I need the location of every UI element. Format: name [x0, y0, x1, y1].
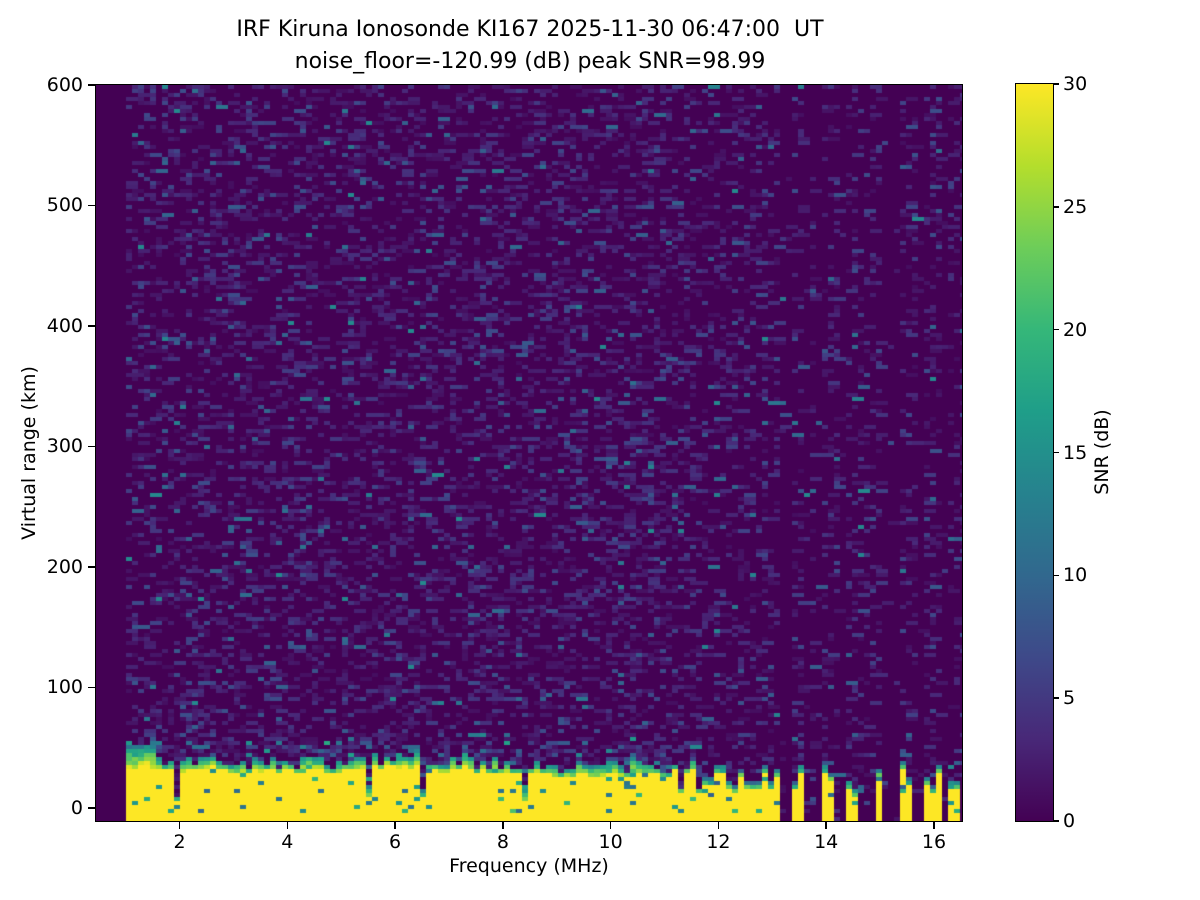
- colorbar-tick-mark: [1053, 697, 1059, 699]
- x-tick-mark: [286, 821, 289, 829]
- x-tick-mark: [933, 821, 935, 829]
- x-tick-mark: [825, 821, 827, 829]
- x-tick-label: 14: [814, 831, 839, 853]
- y-tick-mark: [88, 566, 96, 568]
- y-tick-label: 100: [46, 676, 83, 699]
- plot-area: [94, 83, 963, 822]
- colorbar-tick-mark: [1053, 83, 1059, 85]
- y-tick-mark: [88, 204, 96, 207]
- y-tick-label: 500: [46, 194, 83, 217]
- x-tick-label: 16: [921, 831, 947, 853]
- y-tick-mark: [88, 84, 96, 86]
- x-axis-label: Frequency (MHz): [449, 855, 609, 877]
- x-tick-label: 2: [173, 831, 186, 853]
- colorbar-tick-label: 15: [1063, 441, 1088, 464]
- x-tick-label: 6: [389, 831, 402, 853]
- y-tick-mark: [88, 686, 96, 689]
- colorbar-tick-label: 30: [1063, 73, 1088, 95]
- x-tick-mark: [178, 821, 181, 829]
- x-tick-label: 10: [598, 831, 623, 853]
- colorbar-tick-mark: [1053, 574, 1059, 577]
- y-tick-label: 0: [70, 796, 83, 819]
- y-tick-label: 300: [46, 435, 83, 458]
- x-tick-label: 8: [496, 831, 509, 853]
- y-tick-label: 600: [46, 74, 83, 96]
- colorbar-tick-label: 10: [1063, 564, 1088, 587]
- colorbar-tick-label: 25: [1063, 195, 1088, 218]
- x-tick-mark: [502, 821, 504, 829]
- colorbar: [1014, 82, 1054, 822]
- colorbar-tick-label: 20: [1063, 318, 1088, 341]
- ionogram-heatmap: [95, 84, 962, 821]
- y-tick-mark: [88, 325, 96, 327]
- y-tick-label: 400: [46, 314, 83, 337]
- colorbar-tick-mark: [1053, 206, 1059, 208]
- colorbar-tick-mark: [1053, 820, 1059, 822]
- x-tick-mark: [717, 821, 720, 829]
- colorbar-tick-mark: [1053, 328, 1059, 331]
- y-tick-mark: [88, 807, 96, 809]
- x-tick-label: 12: [706, 831, 731, 853]
- colorbar-tick-label: 5: [1063, 687, 1076, 710]
- y-tick-label: 200: [46, 555, 83, 578]
- colorbar-gradient: [1015, 83, 1053, 821]
- y-tick-mark: [88, 445, 96, 448]
- x-tick-mark: [394, 821, 396, 829]
- chart-subtitle: noise_floor=-120.99 (dB) peak SNR=98.99: [294, 49, 766, 74]
- colorbar-tick-mark: [1053, 451, 1059, 454]
- chart-title: IRF Kiruna Ionosonde KI167 2025-11-30 06…: [236, 17, 824, 42]
- colorbar-tick-label: 0: [1063, 810, 1076, 832]
- x-tick-mark: [609, 821, 612, 829]
- x-tick-label: 4: [281, 831, 294, 853]
